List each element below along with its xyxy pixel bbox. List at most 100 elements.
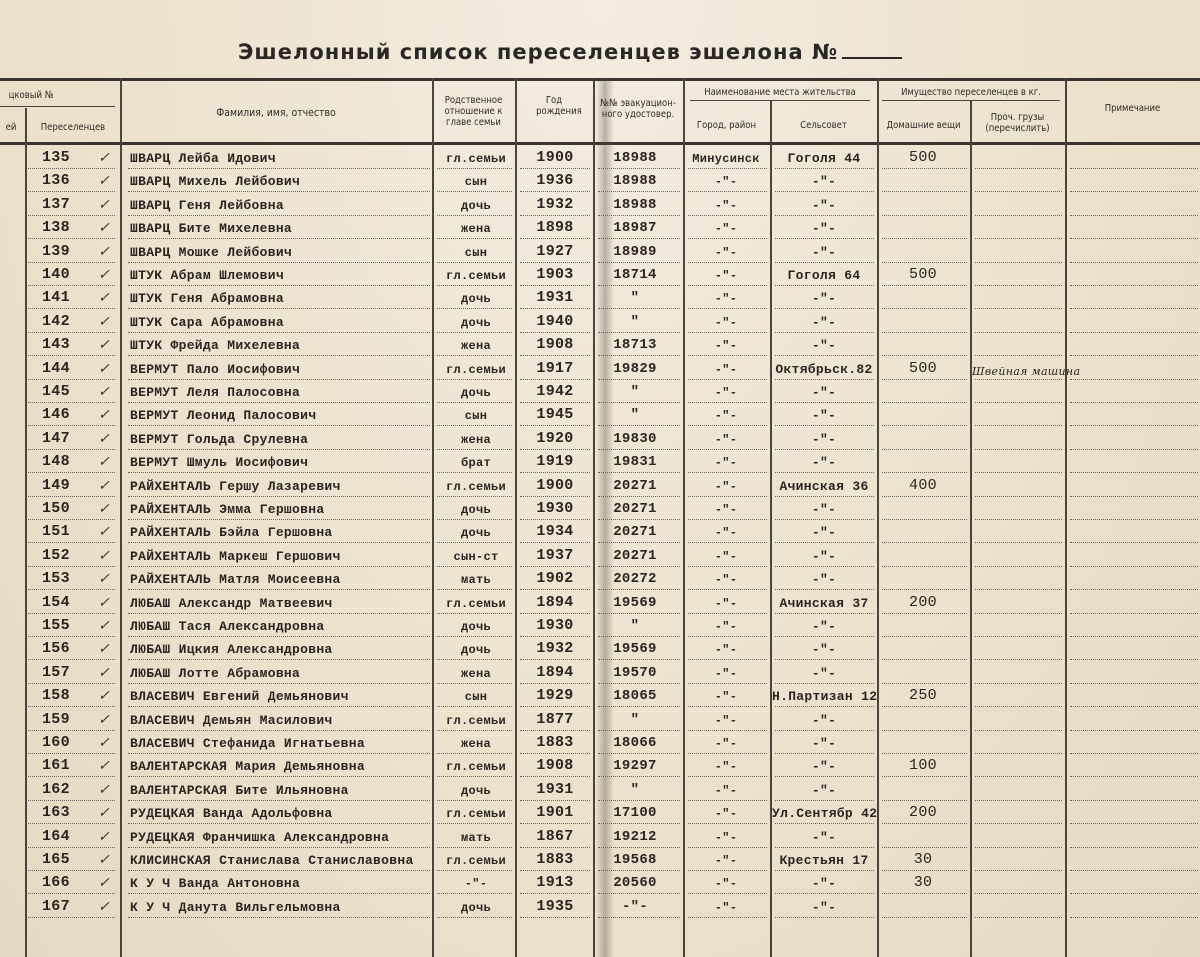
row-line xyxy=(882,402,967,403)
cell-city: -"- xyxy=(714,339,738,354)
cell-doc: 20271 xyxy=(613,501,657,517)
cell-year: 1867 xyxy=(536,827,574,845)
cell-name: ШВАРЦ Лейба Идович xyxy=(130,151,276,166)
cell-rel: жена xyxy=(460,666,491,681)
row-line xyxy=(775,214,874,216)
cell-rel: жена xyxy=(460,737,491,751)
row-line xyxy=(598,168,680,169)
row-line xyxy=(1070,191,1198,193)
cell-city: -"- xyxy=(714,900,738,915)
cell-city: -"- xyxy=(714,479,738,494)
row-line xyxy=(128,870,430,871)
cell-year: 1942 xyxy=(536,383,574,400)
cell-goods: 500 xyxy=(909,149,937,166)
cell-year: 1898 xyxy=(536,219,574,237)
col-divider xyxy=(970,100,972,957)
cell-sel: -"- xyxy=(811,197,837,213)
cell-sel: -"- xyxy=(811,221,837,237)
row-line xyxy=(688,214,767,216)
row-line xyxy=(688,776,767,778)
cell-doc: " xyxy=(630,384,640,400)
row-line xyxy=(28,612,115,614)
row-line xyxy=(975,636,1062,637)
cell-rel: гл.семьи xyxy=(445,362,506,377)
row-line xyxy=(520,472,590,474)
row-line xyxy=(688,191,767,193)
cell-check: ✓ xyxy=(98,173,111,190)
cell-sel: -"- xyxy=(811,712,837,728)
col-divider xyxy=(25,108,27,957)
cell-rel: дочь xyxy=(460,900,491,915)
subheader-line xyxy=(0,106,115,107)
cell-year: 1932 xyxy=(536,195,574,213)
cell-goods: 100 xyxy=(909,757,937,775)
cell-name: РУДЕЦКАЯ Франчишка Александровна xyxy=(130,829,390,845)
row-line xyxy=(1070,495,1198,497)
cell-name: ШВАРЦ Мошке Лейбович xyxy=(130,244,293,260)
cell-rel: гл.семьи xyxy=(445,479,506,494)
row-line xyxy=(688,823,767,825)
row-line xyxy=(520,799,590,801)
cell-sel: -"- xyxy=(811,572,837,588)
row-line xyxy=(520,729,590,731)
table-row: 156 ✓ ЛЮБАШ Ицкия Александровна дочь 1932 195… xyxy=(0,637,1200,661)
row-line xyxy=(975,682,1062,684)
cell-city: -"- xyxy=(714,456,738,471)
cell-sel: Н.Партизан 12 xyxy=(772,689,878,705)
echelon-number-blank xyxy=(842,57,903,59)
row-line xyxy=(28,378,115,380)
row-line xyxy=(598,589,680,591)
row-line xyxy=(598,214,680,216)
cell-year: 1929 xyxy=(536,687,574,705)
row-line xyxy=(1070,355,1198,357)
row-line xyxy=(975,214,1062,216)
row-line xyxy=(1070,753,1198,754)
header-families: ей xyxy=(5,122,17,133)
cell-doc: 18066 xyxy=(613,735,657,751)
row-line xyxy=(128,753,430,754)
row-line xyxy=(882,472,967,474)
row-line xyxy=(1070,238,1198,240)
table-row: 137 ✓ ШВАРЦ Геня Лейбовна дочь 1932 18988 -"- -… xyxy=(0,193,1200,216)
cell-check: ✓ xyxy=(98,758,111,775)
cell-check: ✓ xyxy=(98,594,111,611)
row-line xyxy=(975,519,1062,520)
row-line xyxy=(882,495,967,497)
row-line xyxy=(437,261,512,263)
cell-doc: 19569 xyxy=(613,594,657,611)
cell-sel: -"- xyxy=(811,502,837,517)
row-line xyxy=(1070,519,1198,520)
row-line xyxy=(1070,331,1198,333)
cell-city: -"- xyxy=(714,362,738,377)
row-line xyxy=(688,425,767,427)
row-line xyxy=(598,870,680,871)
row-line xyxy=(28,308,115,310)
row-line xyxy=(598,308,680,310)
cell-year: 1901 xyxy=(536,804,574,822)
table-row: 141 ✓ ШТУК Геня Абрамовна дочь 1931 " -"- -"- xyxy=(0,286,1200,310)
row-line xyxy=(28,636,115,637)
row-line xyxy=(775,682,874,684)
cell-year: 1931 xyxy=(536,780,574,798)
cell-name: ВЕРМУТ Леонид Палосович xyxy=(130,408,317,424)
table-row: 140 ✓ ШТУК Абрам Шлемович гл.семьи 1903 18714… xyxy=(0,263,1200,286)
row-line xyxy=(520,659,590,661)
row-line xyxy=(975,729,1062,731)
row-line xyxy=(688,285,767,286)
row-line xyxy=(128,238,430,240)
row-line xyxy=(1070,565,1198,567)
row-line xyxy=(975,823,1062,825)
cell-check: ✓ xyxy=(98,781,111,798)
row-line xyxy=(437,612,512,614)
cell-rel: дочь xyxy=(460,526,491,541)
cell-rel: мать xyxy=(460,573,491,588)
row-line xyxy=(975,706,1062,708)
cell-doc: 19569 xyxy=(613,641,657,658)
table-row: 142 ✓ ШТУК Сара Абрамовна дочь 1940 " -"- -"- xyxy=(0,310,1200,333)
row-line xyxy=(128,893,430,895)
row-line xyxy=(775,893,874,895)
cell-name: ЛЮБАШ Тася Александровна xyxy=(130,619,325,634)
cell-check: ✓ xyxy=(98,337,111,354)
row-line xyxy=(775,659,874,661)
